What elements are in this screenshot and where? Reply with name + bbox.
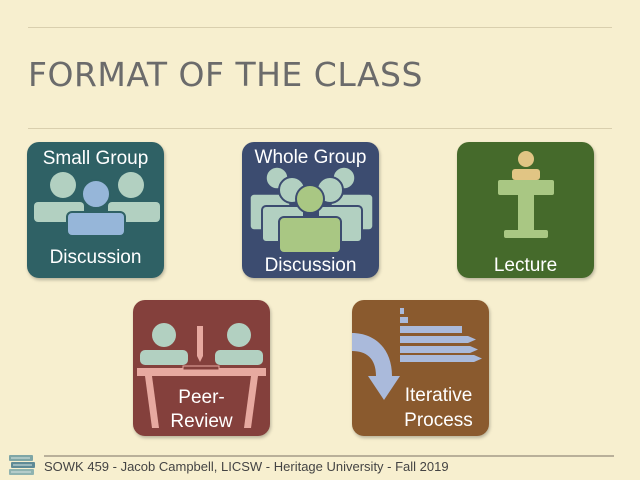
iterative-line2: Process	[404, 410, 473, 431]
peer-review-line1: Peer-	[178, 387, 225, 408]
footer-rule	[44, 455, 614, 457]
crowd-icon	[249, 166, 374, 254]
iterative-process-tile: Iterative Process	[352, 300, 489, 436]
slide-title: FORMAT OF THE CLASS	[28, 55, 423, 94]
peer-review-tile: Peer- Review	[133, 300, 270, 436]
whole-group-discussion-tile: Whole Group Discussion	[242, 142, 379, 278]
title-rule	[28, 128, 612, 129]
books-icon	[9, 455, 35, 475]
desk-icon	[137, 323, 266, 428]
whole-group-discussion-label: Discussion	[264, 255, 357, 276]
podium-icon	[498, 151, 554, 238]
lecture-label: Lecture	[493, 255, 558, 276]
top-rule	[28, 27, 612, 28]
footer-text: SOWK 459 - Jacob Campbell, LICSW - Herit…	[44, 459, 449, 474]
people-group-icon	[34, 172, 160, 237]
small-group-discussion-tile: Small Group Discussion	[27, 142, 164, 278]
cycle-arrow-icon	[352, 308, 482, 400]
whole-group-label: Whole Group	[254, 147, 367, 168]
small-group-discussion-label: Discussion	[49, 247, 142, 268]
small-group-label: Small Group	[42, 148, 149, 169]
peer-review-line2: Review	[170, 411, 233, 432]
iterative-line1: Iterative	[404, 385, 473, 406]
lecture-tile: Lecture	[457, 142, 594, 278]
